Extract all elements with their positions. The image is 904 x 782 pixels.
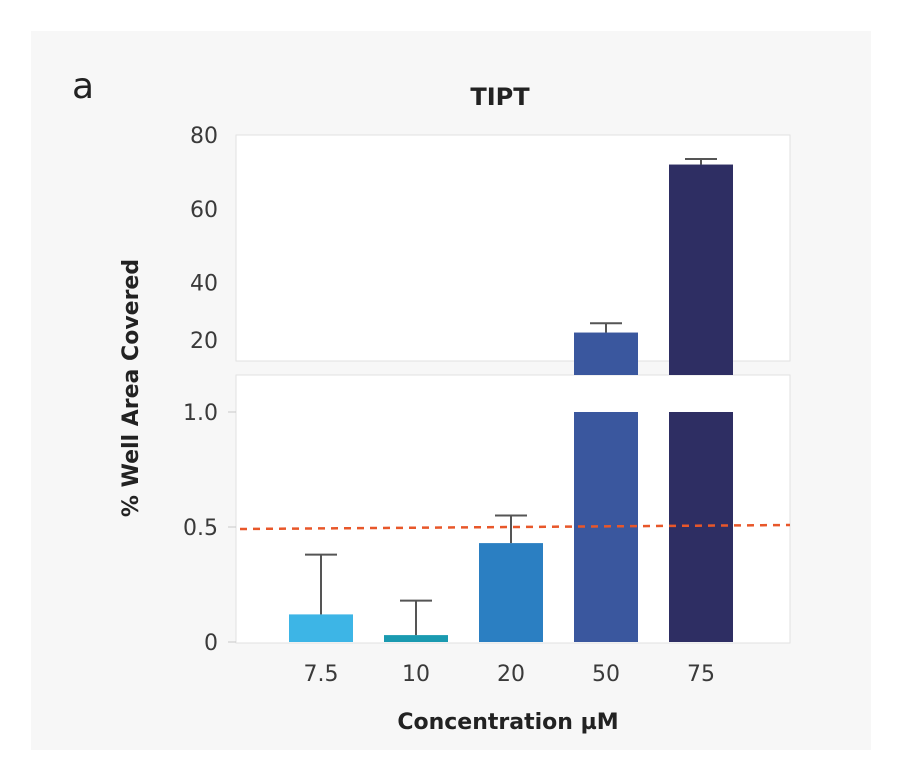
bar: [289, 614, 353, 642]
y-tick-label: 20: [190, 329, 218, 354]
bar-upper-segment: [574, 332, 638, 375]
bar: [669, 412, 733, 642]
chart-title: TIPT: [470, 83, 530, 111]
x-tick-label: 20: [497, 662, 525, 687]
threshold-line-group: [239, 523, 791, 531]
y-tick-label: 1.0: [183, 401, 218, 426]
threshold-line: [239, 523, 791, 531]
y-tick-label: 60: [190, 198, 218, 223]
x-tick-labels: 7.5 10 20 50 75: [304, 662, 716, 687]
y-tick-labels: 0 0.5 1.0 20 40 60 80: [183, 124, 236, 656]
y-tick-label: 40: [190, 272, 218, 297]
y-axis-label: % Well Area Covered: [119, 259, 144, 517]
x-axis-label: Concentration µM: [397, 710, 618, 735]
x-tick-label: 50: [592, 662, 620, 687]
bar: [384, 635, 448, 642]
y-tick-label: 80: [190, 124, 218, 149]
y-tick-label: 0: [204, 631, 218, 656]
y-tick-label: 0.5: [183, 516, 218, 541]
x-tick-label: 10: [402, 662, 430, 687]
bar: [479, 543, 543, 642]
x-tick-label: 7.5: [304, 662, 339, 687]
x-tick-label: 75: [687, 662, 715, 687]
error-bars: [305, 158, 717, 636]
panel-label: a: [72, 66, 94, 107]
bar-upper-segment: [669, 164, 733, 375]
